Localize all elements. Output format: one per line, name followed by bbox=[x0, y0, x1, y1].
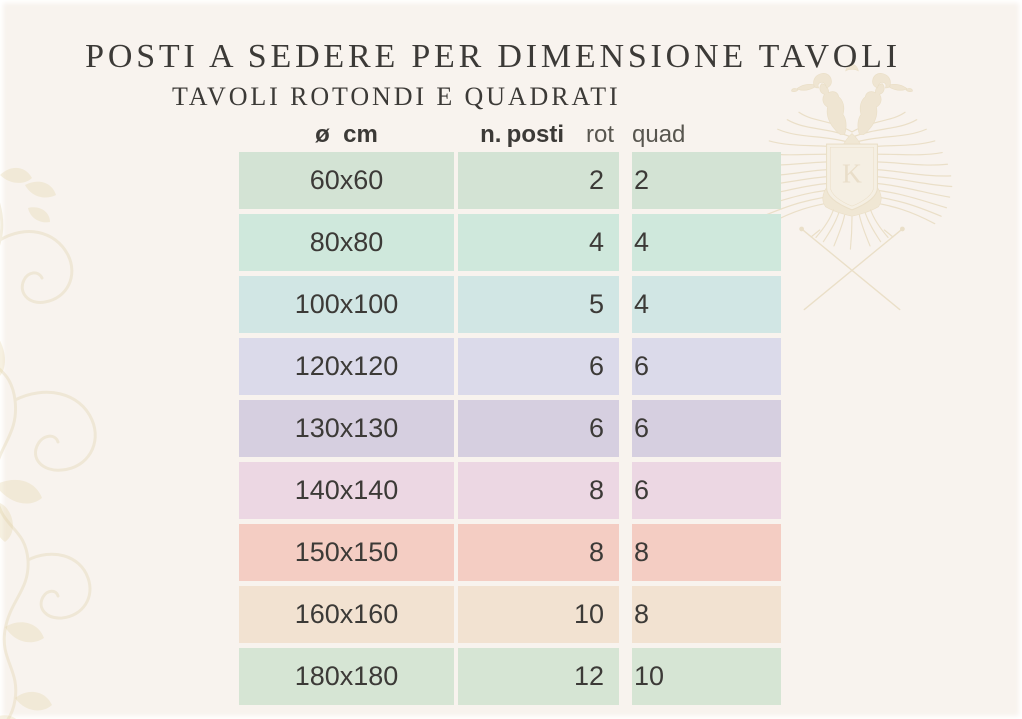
svg-text:K: K bbox=[842, 157, 862, 188]
